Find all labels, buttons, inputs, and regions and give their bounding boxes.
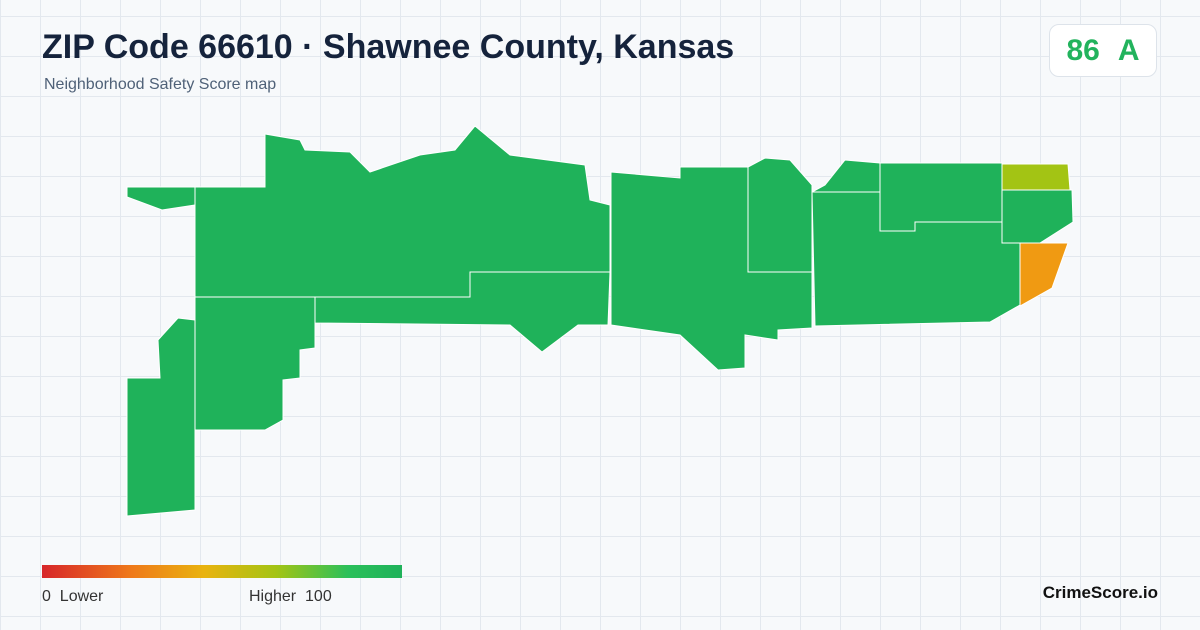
region [879, 162, 1003, 232]
region [126, 186, 196, 211]
legend-low: 0 Lower [42, 588, 103, 606]
legend-max: 100 [305, 588, 332, 605]
region [610, 166, 813, 371]
region [194, 125, 611, 298]
region [126, 317, 196, 517]
score-grade: A [1117, 33, 1140, 67]
region [314, 271, 611, 353]
region [1001, 189, 1074, 244]
region [811, 159, 881, 193]
region [1001, 163, 1071, 191]
legend-high: Higher 100 [249, 588, 332, 606]
legend-max-label: Higher [249, 588, 297, 605]
legend-min-label: Lower [59, 588, 104, 605]
score-badge: 86 A [1049, 24, 1157, 77]
legend-min: 0 [42, 588, 51, 605]
legend-gradient [42, 565, 402, 578]
region [1019, 242, 1069, 307]
title: ZIP Code 66610 · Shawnee County, Kansas [42, 28, 735, 66]
brand: CrimeScore.io [1042, 583, 1158, 602]
region [747, 157, 813, 273]
score-value: 86 [1066, 33, 1100, 67]
subtitle: Neighborhood Safety Score map [44, 76, 277, 93]
region [194, 296, 316, 431]
